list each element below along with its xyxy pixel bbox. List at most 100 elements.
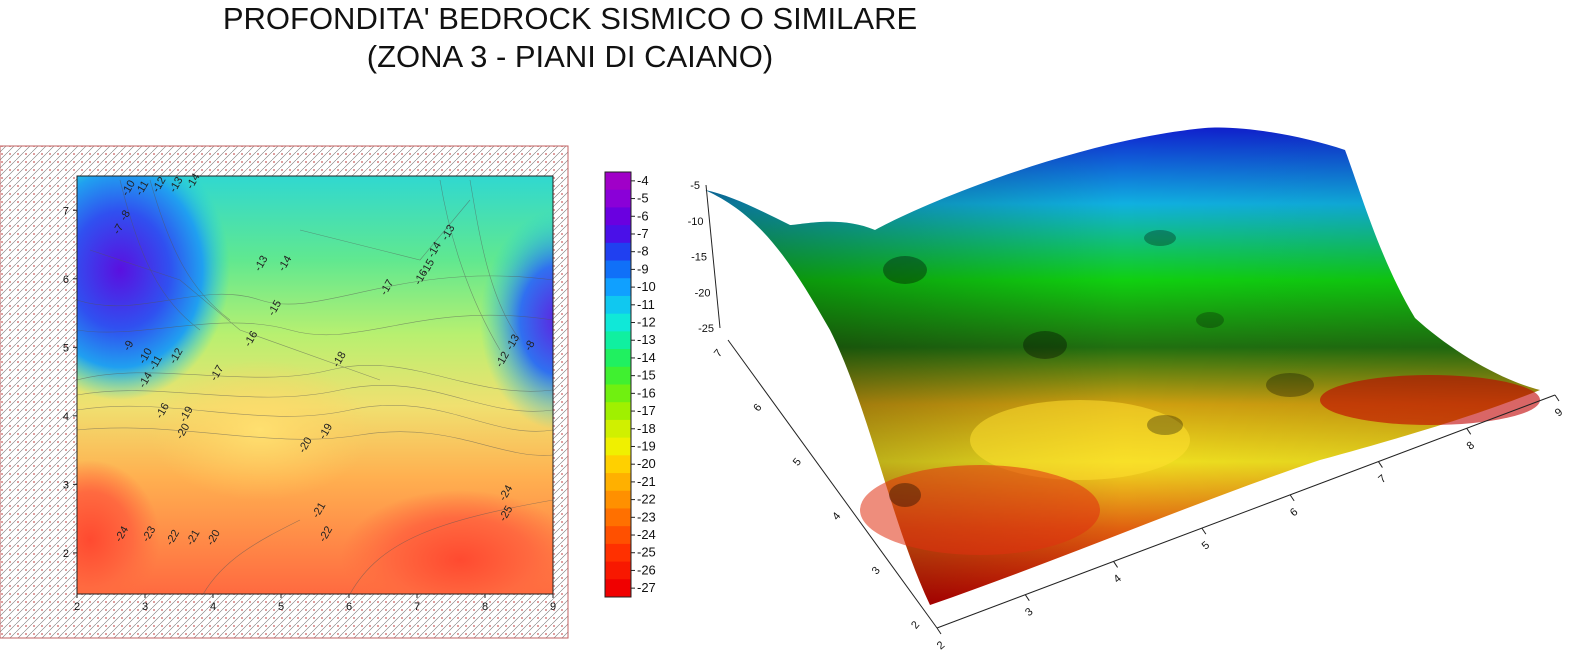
map-fill [77, 176, 553, 594]
map-x-tick-label: 3 [142, 601, 148, 613]
surface-y-tick-label: 5 [791, 456, 804, 468]
chart-title: PROFONDITA' BEDROCK SISMICO O SIMILARE (… [120, 0, 1020, 76]
surface-x-axis [936, 394, 1556, 629]
surface-x-tick-mark [936, 627, 942, 635]
surface-x-tick-label: 7 [1376, 473, 1388, 486]
surface-x-tick-mark [1289, 494, 1295, 502]
surface-x-tick-mark [1466, 428, 1472, 435]
colorbar-swatch [605, 331, 631, 350]
colorbar-label: -21 [637, 474, 656, 489]
colorbar-label: -7 [637, 226, 649, 241]
surface-x-tick-label: 3 [1023, 606, 1035, 619]
surface-y-tick-label: 2 [909, 619, 922, 631]
colorbar-label: -17 [637, 403, 656, 418]
surface-z-tick-label: -25 [698, 323, 714, 335]
colorbar-label: -9 [637, 261, 649, 276]
colorbar-label: -5 [637, 191, 649, 206]
colorbar-swatch [605, 526, 631, 545]
map-y-tick-label: 7 [63, 205, 69, 217]
colorbar-swatch [605, 349, 631, 368]
surface-x-tick-mark [1554, 394, 1560, 402]
colorbar-swatch [605, 455, 631, 474]
surface-x-tick-mark [1201, 527, 1207, 535]
colorbar-swatch [605, 295, 631, 315]
colorbar-label: -23 [637, 509, 656, 524]
colorbar-label: -12 [637, 315, 656, 330]
surface-z-axis [705, 184, 721, 329]
chart-title-line2: (ZONA 3 - PIANI DI CAIANO) [366, 39, 774, 74]
surface-x-tick-label: 8 [1465, 439, 1477, 452]
colorbar-swatch [605, 419, 631, 439]
map-x-tick-label: 6 [346, 601, 352, 613]
colorbar-label: -18 [637, 421, 656, 436]
map-y-tick-label: 5 [63, 342, 69, 354]
surface-axes: -5 -10 -15 -20 -25 7 6 5 4 3 2 2 3 4 5 6 7 8 9 [688, 180, 1566, 652]
surface-x-tick-label: 5 [1200, 539, 1212, 552]
map-y-tick-label: 2 [63, 548, 69, 560]
colorbar-label: -24 [637, 527, 656, 542]
colorbar-swatch [605, 579, 631, 598]
map-y-tick-label: 4 [63, 411, 69, 423]
colorbar-label: -6 [637, 208, 649, 223]
surface-y-tick-label: 4 [830, 510, 843, 522]
map-axis-ticks: 2 3 4 5 6 7 8 9 2 3 4 5 6 7 [63, 205, 556, 613]
colorbar-label: -8 [637, 244, 649, 259]
colorbar-swatch [605, 313, 631, 332]
surface-x-tick-mark [1024, 594, 1030, 601]
map-y-tick-label: 6 [63, 274, 69, 286]
colorbar-swatch [605, 490, 631, 509]
map-y-tick-label: 3 [63, 479, 69, 491]
map-x-tick-label: 5 [278, 601, 284, 613]
colorbar-label: -19 [637, 438, 656, 453]
colorbar-swatch [605, 225, 631, 244]
surface-x-tick-label: 9 [1553, 406, 1565, 419]
colorbar-label: -10 [637, 279, 656, 294]
colorbar-swatch [605, 402, 631, 421]
surface-y-tick-label: 6 [751, 402, 764, 414]
colorbar-swatch [605, 384, 631, 403]
colorbar-swatch [605, 172, 631, 191]
surface-y-tick-label: 7 [712, 347, 725, 359]
colorbar-frame [604, 171, 632, 598]
surface-y-tick-label: 3 [870, 565, 883, 577]
colorbar-swatch [605, 278, 631, 297]
surface-z-tick-label: -20 [695, 287, 711, 299]
map-x-tick-label: 4 [210, 601, 216, 613]
colorbar-label: -27 [637, 580, 656, 595]
map-x-tick-label: 8 [482, 601, 488, 613]
colorbar-swatch [605, 260, 631, 279]
colorbar-label: -11 [637, 297, 655, 312]
colorbar-label: -14 [637, 350, 656, 365]
colorbar-label: -13 [637, 332, 656, 347]
surface-x-tick-mark [1378, 461, 1383, 468]
contour-map: 2 3 4 5 6 7 8 9 2 3 4 5 6 7 -10-11-12-13-14-8-7-13 -14… [0, 145, 569, 639]
surface-z-tick-label: -5 [690, 180, 700, 192]
colorbar-label: -22 [637, 492, 656, 507]
colorbar-swatch [605, 473, 631, 492]
colorbar-swatch [605, 366, 631, 385]
colorbar-swatch [605, 242, 631, 262]
map-x-tick-label: 2 [74, 601, 80, 613]
contour-labels: -10-11-12-13-14-8-7-13 -14-15-16-17-18-17… [111, 171, 538, 547]
colorbar-label: -16 [637, 385, 656, 400]
colorbar-label: -25 [637, 545, 656, 560]
map-frame [76, 175, 554, 595]
surface-x-tick-label: 4 [1111, 573, 1123, 586]
surface-y-axis [727, 339, 938, 629]
colorbar-swatch [605, 207, 631, 226]
surface-x-tick-mark [1113, 561, 1118, 568]
surface-x-tick-label: 2 [935, 639, 947, 652]
map-x-tick-label: 7 [414, 601, 420, 613]
colorbar-label: -20 [637, 456, 656, 471]
surface-x-tick-label: 6 [1288, 506, 1300, 519]
surface-3d: -5 -10 -15 -20 -25 7 6 5 4 3 2 2 3 4 5 6 7 8 9 [688, 127, 1566, 652]
colorbar-swatch [605, 561, 631, 580]
map-x-tick-label: 9 [550, 601, 556, 613]
colorbar-swatch [605, 543, 631, 563]
colorbar-label: -4 [637, 173, 649, 188]
colorbar-label: -15 [637, 368, 656, 383]
chart-title-line1: PROFONDITA' BEDROCK SISMICO O SIMILARE [222, 1, 918, 36]
colorbar-swatch [605, 437, 631, 456]
colorbar-swatch [605, 508, 631, 527]
surface-z-tick-label: -10 [688, 216, 704, 228]
